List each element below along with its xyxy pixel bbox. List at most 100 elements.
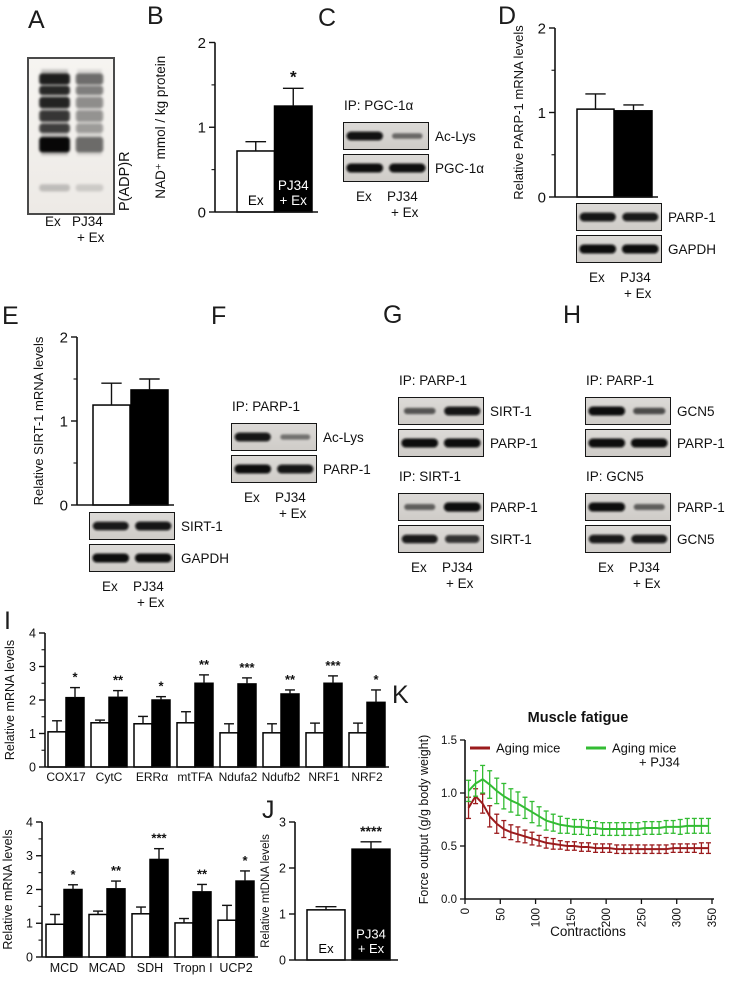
svg-text:3: 3 (29, 660, 36, 674)
svg-text:3: 3 (26, 849, 33, 863)
blot-band-label: Ac-Lys (323, 429, 364, 445)
svg-text:0: 0 (198, 204, 206, 221)
blot-band-graphic (401, 438, 481, 448)
blot-band-label: Ac-Lys (435, 128, 476, 144)
lane-label-ex: Ex (244, 490, 260, 505)
blot-strip-row: PARP-1 (398, 493, 548, 521)
ip-header: IP: PARP-1 (232, 399, 301, 414)
svg-text:Relative PARP-1 mRNA levels: Relative PARP-1 mRNA levels (511, 25, 526, 200)
svg-text:2: 2 (60, 329, 68, 346)
lane-labels: Ex PJ34 + Ex (398, 557, 548, 593)
svg-text:*: * (70, 867, 76, 882)
svg-text:Relative mtDNA levels: Relative mtDNA levels (260, 834, 272, 948)
svg-text:***: *** (151, 831, 167, 846)
blot-band-graphic (234, 432, 311, 442)
svg-text:*: * (242, 853, 248, 868)
blot-strip-row: GAPDH (89, 544, 244, 572)
blot-strip-row: GCN5 (585, 397, 729, 425)
panel-a-letter: A (28, 6, 45, 34)
blot-band-graphic (588, 438, 668, 448)
svg-text:Relative SIRT-1 mRNA levels: Relative SIRT-1 mRNA levels (31, 336, 46, 505)
lane-labels: Ex PJ34 + Ex (343, 186, 501, 222)
svg-text:SDH: SDH (137, 961, 163, 975)
mtdna-bar-chart: 0 1 2 3 Ex **** PJ34 + Ex Relative mtDNA levels (255, 795, 460, 982)
svg-text:3: 3 (279, 815, 286, 829)
blot-strip-row: SIRT-1 (89, 512, 244, 540)
panel-k-letter: K (392, 681, 409, 709)
panel-g-letter: G (383, 301, 403, 329)
lane-label-ex: Ex (589, 270, 605, 285)
svg-text:1.5: 1.5 (441, 735, 457, 747)
lane-label-ex: Ex (45, 214, 61, 229)
svg-text:UCP2: UCP2 (219, 961, 252, 975)
svg-text:MCAD: MCAD (89, 961, 126, 975)
svg-text:0: 0 (279, 953, 286, 967)
svg-text:0: 0 (29, 760, 36, 774)
svg-text:***: *** (239, 660, 255, 675)
muscle-fatigue-line-chart-svg: 0.0 0.5 1.0 1.5 0 50 100 150 200 250 300 350 Muscle … (417, 710, 719, 939)
svg-text:2: 2 (538, 20, 546, 37)
lane-label-plus-ex: + Ex (624, 286, 652, 301)
blot-strip-row: PARP-1 (585, 429, 729, 457)
lane-label-pj34: PJ34 (442, 560, 473, 575)
ip-header: IP: PARP-1 (586, 373, 655, 388)
blot-strip (585, 525, 671, 553)
blot-band-label: SIRT-1 (490, 531, 532, 547)
blot-band-graphic (234, 464, 314, 474)
mtdna-bar-chart-svg: 0 1 2 3 Ex **** PJ34+ Ex Relative mtDNA levels (260, 815, 398, 967)
blot-strip (343, 154, 429, 182)
blot-band-label: PARP-1 (323, 461, 371, 477)
mrna-genes-bar-chart-bottom-svg: 0 1 2 3 4 * MCD ** MCAD *** SDH ** Tropn I * UCP2 Relat… (1, 815, 258, 975)
panel-j-letter: J (262, 796, 275, 824)
svg-text:Aging mice: Aging mice (612, 741, 676, 756)
svg-text:+ Ex: + Ex (358, 941, 385, 956)
lane-label-pj34: PJ34 (133, 579, 164, 594)
blot-side-label: P(ADP)R (117, 151, 133, 211)
svg-text:***: *** (325, 658, 341, 673)
svg-text:100: 100 (531, 908, 543, 927)
svg-text:NAD⁺ mmol / kg protein: NAD⁺ mmol / kg protein (153, 56, 168, 199)
blot-image (27, 57, 115, 215)
svg-text:4: 4 (26, 815, 33, 829)
svg-text:0: 0 (26, 950, 33, 964)
lane-label-plus-ex: + Ex (391, 205, 419, 220)
ip-header: IP: PARP-1 (399, 373, 468, 388)
svg-text:200: 200 (601, 908, 613, 927)
blot-strip-row: PARP-1 (585, 493, 729, 521)
panel-a-blot: P(ADP)R Ex PJ34 + Ex (20, 0, 155, 262)
blot-strip-row: PARP-1 (576, 203, 729, 231)
blot-strip (398, 397, 484, 425)
svg-text:2: 2 (198, 35, 206, 52)
blot-band-graphic (92, 553, 172, 563)
blot-strip (398, 525, 484, 553)
blot-strip-row: Ac-Lys (231, 423, 389, 451)
svg-text:mtTFA: mtTFA (177, 770, 212, 784)
parp1-mrna-bar-chart: 0 1 2 Relative PARP-1 mRNA levels (498, 0, 673, 210)
blot-band-label: SIRT-1 (490, 403, 532, 419)
blot-band-label: PGC-1α (435, 160, 485, 176)
sirt1-mrna-bar-chart-svg: 0 1 2 Relative SIRT-1 mRNA levels (31, 329, 174, 514)
svg-text:*: * (290, 67, 297, 86)
blot-band-label: GAPDH (668, 241, 717, 257)
svg-text:1: 1 (198, 120, 206, 137)
svg-text:1: 1 (538, 105, 546, 122)
blot-band-label: GCN5 (677, 403, 715, 419)
panel-d-letter: D (498, 2, 517, 30)
svg-text:**: ** (111, 863, 122, 878)
lane-labels: Ex PJ34 + Ex (89, 576, 244, 612)
svg-text:0.5: 0.5 (441, 841, 457, 853)
mrna-genes-bar-chart-top: 0 1 2 3 4 * COX17 ** CytC * ERRα ** mtTFA *** Ndufa2 **… (0, 620, 400, 797)
lane-label-plus-ex: + Ex (446, 576, 474, 591)
svg-text:**: ** (285, 672, 296, 687)
blot-strip-row: PGC-1α (343, 154, 501, 182)
svg-text:ERRα: ERRα (136, 770, 168, 784)
blot-strip (398, 429, 484, 457)
lane-labels: Ex PJ34 + Ex (585, 557, 729, 593)
svg-text:2: 2 (279, 861, 286, 875)
blot-band-graphic (579, 212, 659, 222)
svg-text:Ex: Ex (248, 193, 264, 208)
blot-strip (89, 512, 175, 540)
lane-label-ex: Ex (356, 189, 372, 204)
blot-strip (398, 493, 484, 521)
svg-text:COX17: COX17 (46, 770, 86, 784)
